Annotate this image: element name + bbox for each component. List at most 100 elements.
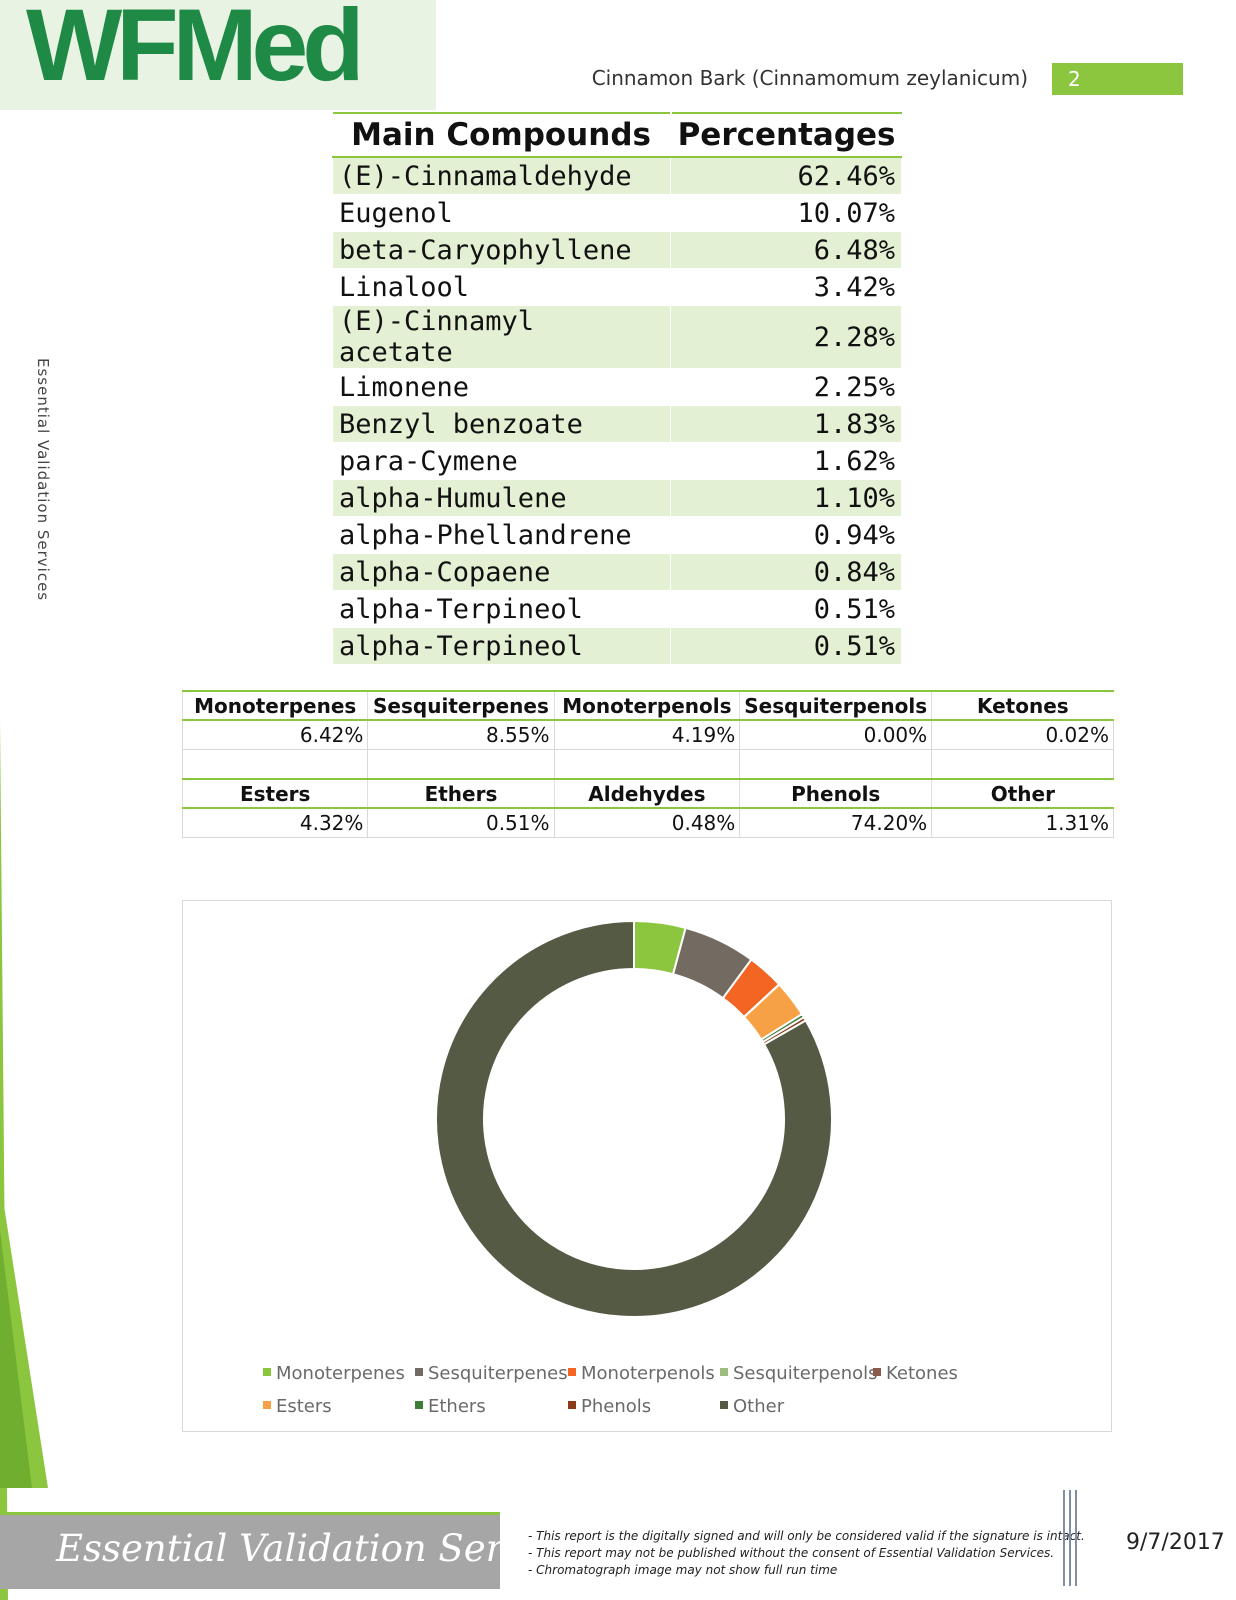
compound-row: Eugenol 10.07%	[331, 194, 902, 232]
compound-percent: 3.42%	[670, 268, 902, 306]
group-value: 0.02%	[931, 719, 1114, 750]
legend-label: Sesquiterpenes	[428, 1363, 568, 1384]
legend-item: Esters	[263, 1396, 332, 1417]
groups-value-row-1: 6.42% 8.55% 4.19% 0.00% 0.02%	[181, 719, 1114, 750]
group-value: 0.48%	[553, 807, 741, 838]
group-value: 1.31%	[931, 807, 1114, 838]
compound-row: (E)-Cinnamyl acetate 2.28%	[331, 305, 902, 369]
compound-percent: 2.28%	[670, 305, 902, 369]
legend-swatch	[873, 1368, 881, 1376]
group-header: Ethers	[367, 778, 555, 809]
compound-name: alpha-Humulene	[331, 479, 672, 517]
legend-item: Ketones	[873, 1363, 958, 1384]
legend-swatch	[568, 1368, 576, 1376]
compounds-header-row: Main Compounds Percentages	[332, 112, 902, 158]
legend-swatch	[568, 1401, 576, 1409]
legend-label: Monoterpenols	[581, 1363, 715, 1384]
legend-swatch	[415, 1401, 423, 1409]
legend-label: Ketones	[886, 1363, 958, 1384]
compound-name: (E)-Cinnamyl acetate	[331, 305, 672, 369]
compound-percent: 0.51%	[670, 590, 902, 628]
compound-row: Benzyl benzoate 1.83%	[331, 405, 902, 443]
legend-item: Other	[720, 1396, 784, 1417]
legend-label: Other	[733, 1396, 785, 1417]
compound-percent: 0.51%	[670, 627, 902, 665]
company-logo: WFMed	[0, 0, 436, 110]
legend-label: Sesquiterpenols	[733, 1363, 878, 1384]
compound-name: alpha-Terpineol	[331, 627, 672, 665]
group-value: 4.19%	[553, 719, 741, 750]
legend-item: Monoterpenes	[263, 1363, 405, 1384]
compounds-table-body: (E)-Cinnamaldehyde 62.46% Eugenol 10.07% bet…	[331, 156, 902, 665]
compound-row: Linalool 3.42%	[331, 268, 902, 306]
disclaimer-line: - Chromatograph image may not show full …	[528, 1563, 838, 1577]
legend-label: Phenols	[581, 1396, 652, 1417]
empty-cell	[553, 748, 741, 780]
legend-swatch	[415, 1368, 423, 1376]
compound-name: beta-Caryophyllene	[331, 231, 672, 269]
compound-name: alpha-Phellandrene	[331, 516, 672, 554]
group-header: Esters	[181, 778, 368, 809]
compound-percent: 0.84%	[670, 553, 902, 591]
compound-row: alpha-Terpineol 0.51%	[331, 590, 902, 628]
composition-doughnut-chart: Monoterpenes Sesquiterpenes Monoterpenols S…	[182, 900, 1112, 1432]
footer-brand-title: Essential Validation Services	[56, 1527, 598, 1570]
footer-banner: Essential Validation Services	[0, 1512, 598, 1589]
compound-name: Limonene	[331, 368, 672, 406]
group-header: Ketones	[931, 690, 1114, 721]
disclaimer-line: - This report is the digitally signed an…	[528, 1529, 1085, 1543]
group-header: Phenols	[739, 778, 932, 809]
side-accent-graphic	[0, 720, 48, 1600]
legend-swatch	[720, 1401, 728, 1409]
legend-label: Ethers	[428, 1396, 486, 1417]
compound-name: Linalool	[331, 268, 672, 306]
group-value: 4.32%	[181, 807, 369, 838]
legend-item: Phenols	[568, 1396, 651, 1417]
doughnut-slice-other	[435, 919, 833, 1318]
compound-row: (E)-Cinnamaldehyde 62.46%	[331, 156, 902, 195]
side-brand-text: Essential Validation Services	[34, 358, 52, 602]
groups-value-row-2: 4.32% 0.51% 0.48% 74.20% 1.31%	[181, 807, 1114, 838]
legend-item: Sesquiterpenes	[415, 1363, 568, 1384]
compound-name: alpha-Terpineol	[331, 590, 672, 628]
footer-divider-lines	[1063, 1490, 1077, 1586]
legend-item: Sesquiterpenols	[720, 1363, 878, 1384]
compound-percent: 1.83%	[670, 405, 902, 443]
compound-name: Benzyl benzoate	[331, 405, 672, 443]
empty-cell	[181, 748, 369, 780]
compound-row: alpha-Humulene 1.10%	[331, 479, 902, 517]
group-header: Sesquiterpenols	[739, 690, 932, 721]
compound-row: alpha-Copaene 0.84%	[331, 553, 902, 591]
compound-row: alpha-Terpineol 0.51%	[331, 627, 902, 665]
compounds-header-percent: Percentages	[670, 112, 902, 158]
legend-item: Ethers	[415, 1396, 486, 1417]
legend-label: Monoterpenes	[276, 1363, 405, 1384]
compound-name: Eugenol	[331, 194, 672, 232]
compound-name: alpha-Copaene	[331, 553, 672, 591]
group-header: Sesquiterpenes	[367, 690, 555, 721]
group-value: 6.42%	[181, 719, 369, 750]
group-header: Monoterpenols	[553, 690, 740, 721]
compound-percent: 1.62%	[670, 442, 902, 480]
compound-name: (E)-Cinnamaldehyde	[331, 156, 672, 195]
empty-cell	[367, 748, 555, 780]
compound-percent: 62.46%	[670, 156, 902, 195]
compound-percent: 2.25%	[670, 368, 902, 406]
empty-cell	[739, 748, 933, 780]
page-number: 2	[1052, 63, 1183, 95]
legend-swatch	[263, 1401, 271, 1409]
compound-row: Limonene 2.25%	[331, 368, 902, 406]
disclaimer-line: - This report may not be published witho…	[528, 1546, 1055, 1560]
compound-row: alpha-Phellandrene 0.94%	[331, 516, 902, 554]
main-compounds-table: Main Compounds Percentages (E)-Cinnamald…	[331, 112, 902, 665]
groups-header-row-2: Esters Ethers Aldehydes Phenols Other	[181, 778, 1114, 809]
compound-percent: 1.10%	[670, 479, 902, 517]
report-date: 9/7/2017	[1126, 1530, 1225, 1555]
group-header: Aldehydes	[553, 778, 740, 809]
chemical-groups-table: Monoterpenes Sesquiterpenes Monoterpenol…	[181, 690, 1114, 838]
group-value: 0.00%	[739, 719, 933, 750]
compound-row: para-Cymene 1.62%	[331, 442, 902, 480]
legend-item: Monoterpenols	[568, 1363, 715, 1384]
logo-wordmark: WFMed	[26, 0, 365, 102]
legend-swatch	[263, 1368, 271, 1376]
